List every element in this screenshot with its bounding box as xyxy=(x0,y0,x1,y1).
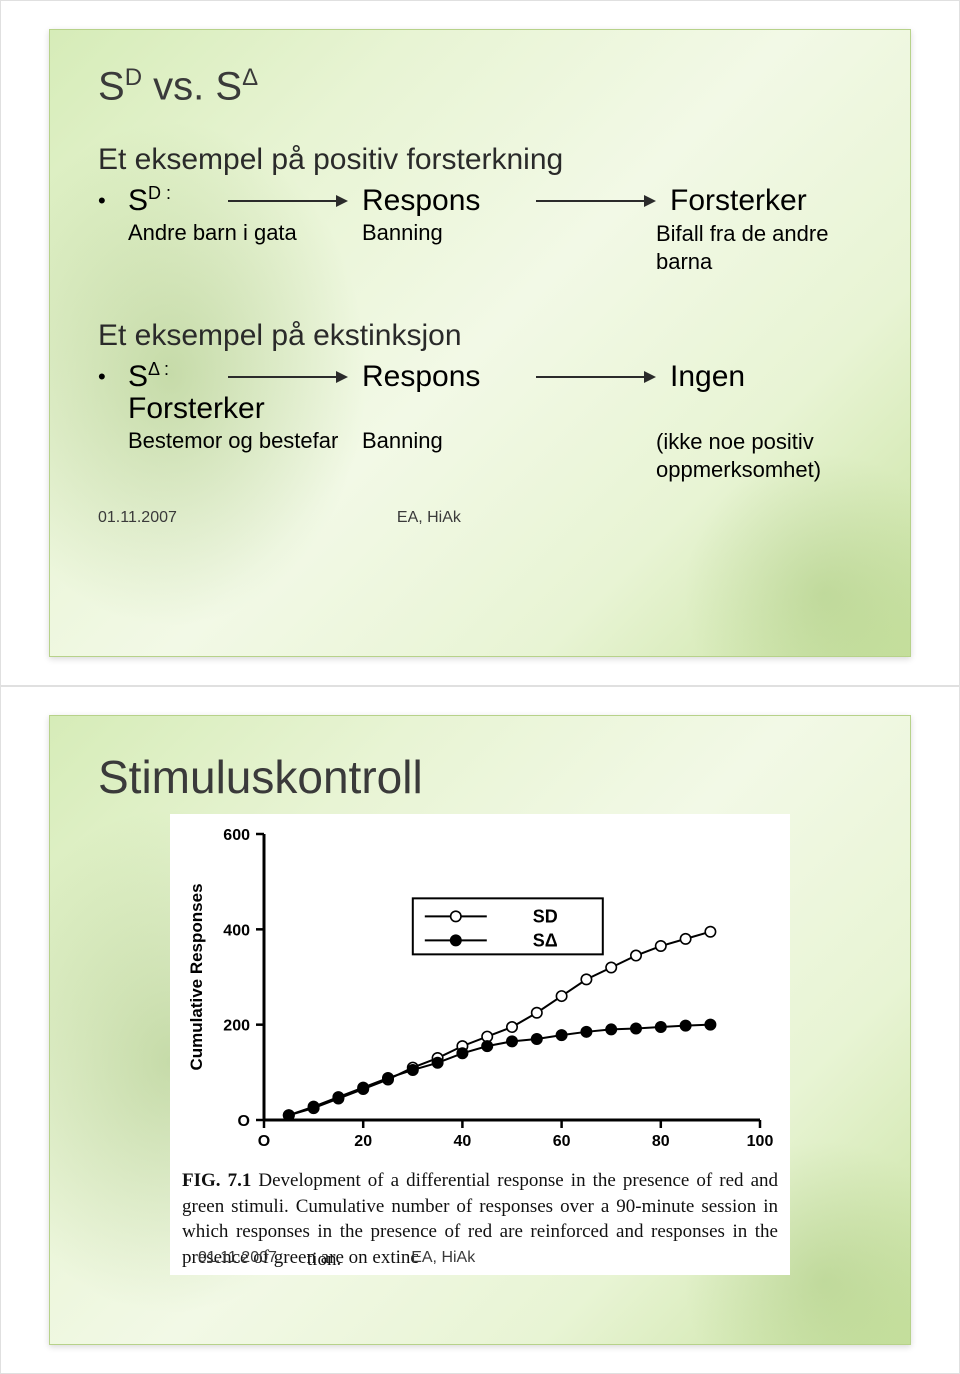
page-2: Stimuluskontroll O 200 400 600 O 20 40 60 80 100 C… xyxy=(0,686,960,1374)
row2-sub-col3: (ikke noe positiv oppmerksomhet) xyxy=(536,428,862,483)
svg-text:200: 200 xyxy=(223,1018,250,1035)
svg-text:60: 60 xyxy=(553,1133,571,1150)
row1-sub-col3: Bifall fra de andre barna xyxy=(536,220,862,275)
row1-s-text: S xyxy=(128,184,148,217)
slide-1-content: SD vs. SΔ Et eksempel på positiv forster… xyxy=(50,30,910,553)
section1-heading: Et eksempel på positiv forsterkning xyxy=(98,143,862,177)
row1-sub: Andre barn i gata Banning Bifall fra de … xyxy=(98,220,862,275)
slide-2-content: Stimuluskontroll O 200 400 600 O 20 40 60 80 100 C… xyxy=(50,716,910,1301)
spacer xyxy=(98,275,862,303)
svg-text:SΔ: SΔ xyxy=(533,930,558,950)
bullet: • xyxy=(98,362,114,392)
svg-text:O: O xyxy=(238,1113,250,1130)
arrow-icon xyxy=(228,196,348,206)
footer-src: EA, HiAk xyxy=(411,1249,475,1271)
title-mid: vs. S xyxy=(142,64,242,108)
footer-date: 01.11.2007 xyxy=(98,509,177,527)
row-extinction-cont: Forsterker xyxy=(98,392,862,426)
slide2-title: Stimuluskontroll xyxy=(98,750,862,804)
svg-text:80: 80 xyxy=(652,1133,670,1150)
title-sup1: D xyxy=(125,64,142,91)
row1-sub-col2: Banning xyxy=(362,220,522,246)
chart-container: O 200 400 600 O 20 40 60 80 100 Cumulative Respons… xyxy=(170,814,790,1275)
footer-date: 01.11.2007 xyxy=(198,1249,277,1271)
svg-text:40: 40 xyxy=(454,1133,472,1150)
svg-text:100: 100 xyxy=(747,1133,774,1150)
row2-sub: Bestemor og bestefar Banning (ikke noe p… xyxy=(98,428,862,483)
svg-text:SD: SD xyxy=(533,906,558,926)
svg-text:400: 400 xyxy=(223,922,250,939)
arrow-icon xyxy=(536,372,656,382)
row2-sub-col1: Bestemor og bestefar xyxy=(128,428,348,454)
row1-mid: Respons xyxy=(362,184,522,218)
title-s1: S xyxy=(98,64,125,108)
arrow-icon xyxy=(536,196,656,206)
svg-text:600: 600 xyxy=(223,827,250,844)
row2-sup: Δ : xyxy=(148,359,169,379)
row2-mid: Respons xyxy=(362,360,522,394)
row2-s-text: S xyxy=(128,360,148,393)
slide-outer-1: SD vs. SΔ Et eksempel på positiv forster… xyxy=(1,1,959,685)
section2-heading: Et eksempel på ekstinksjon xyxy=(98,319,862,353)
cumulative-responses-chart: O 200 400 600 O 20 40 60 80 100 Cumulative Respons… xyxy=(180,820,780,1160)
title-sup2: Δ xyxy=(242,64,258,91)
svg-text:20: 20 xyxy=(354,1133,372,1150)
slide1-title: SD vs. SΔ xyxy=(98,64,862,109)
row1-sup: D : xyxy=(148,183,171,203)
row2-end: Ingen xyxy=(670,360,862,394)
row-extinction: • SΔ : Respons Ingen xyxy=(98,359,862,394)
page-1: SD vs. SΔ Et eksempel på positiv forster… xyxy=(0,0,960,686)
row1-sub-col1: Andre barn i gata xyxy=(128,220,348,246)
row1-end: Forsterker xyxy=(670,184,862,218)
slide-2: Stimuluskontroll O 200 400 600 O 20 40 60 80 100 C… xyxy=(49,715,911,1345)
footer-src: EA, HiAk xyxy=(397,509,461,527)
row1-s: SD : xyxy=(128,183,214,218)
row2-s: SΔ : xyxy=(128,359,214,394)
slide-1: SD vs. SΔ Et eksempel på positiv forster… xyxy=(49,29,911,657)
caption-tail: tion. xyxy=(307,1249,341,1271)
row2-sub-col2: Banning xyxy=(362,428,522,454)
slide1-footer: 01.11.2007 EA, HiAk xyxy=(98,509,862,527)
row2-continued: Forsterker xyxy=(128,392,265,426)
row-positive: • SD : Respons Forsterker xyxy=(98,183,862,218)
svg-text:Cumulative Responses: Cumulative Responses xyxy=(187,883,206,1070)
fig-label: FIG. 7.1 xyxy=(182,1170,251,1191)
bullet: • xyxy=(98,186,114,216)
svg-text:O: O xyxy=(258,1133,270,1150)
arrow-icon xyxy=(228,372,348,382)
slide-outer-2: Stimuluskontroll O 200 400 600 O 20 40 60 80 100 C… xyxy=(1,687,959,1373)
